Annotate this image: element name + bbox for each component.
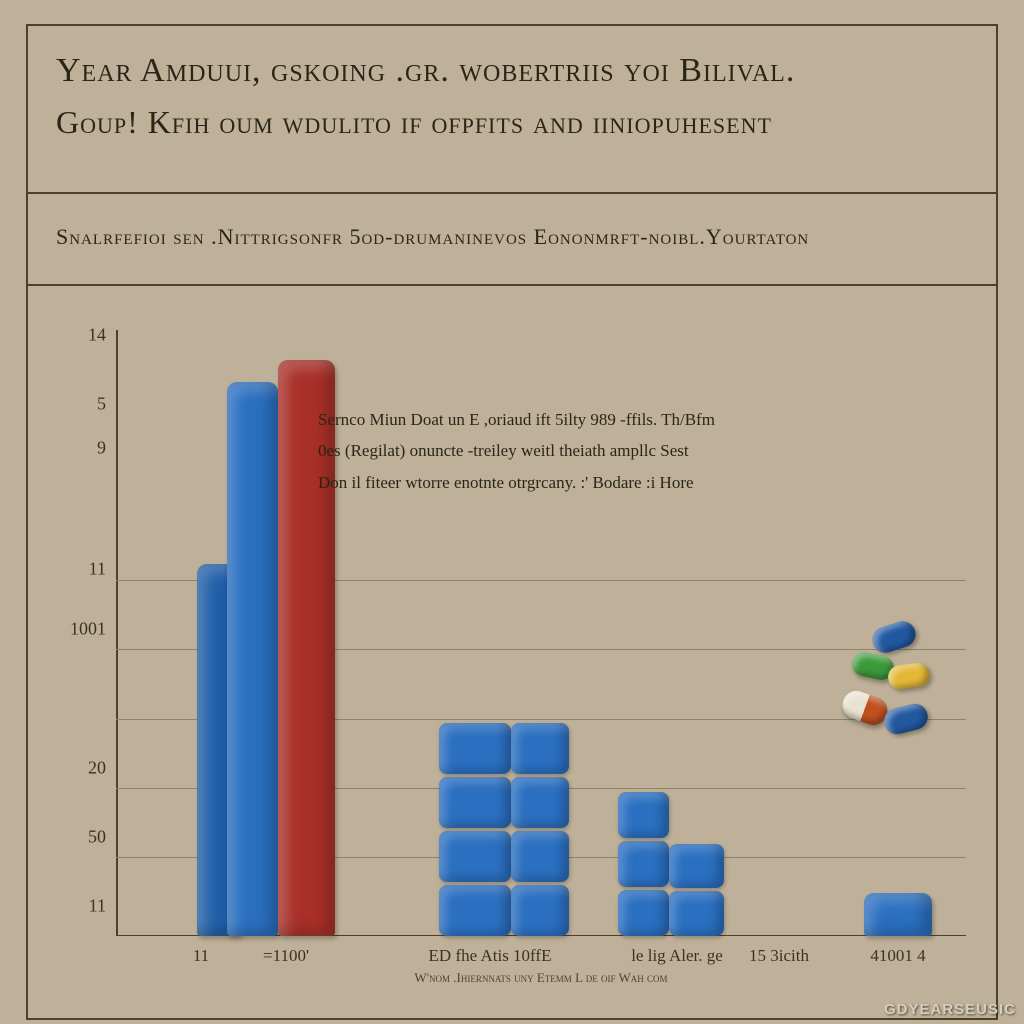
bar-segment [511,885,569,936]
bar-segment [669,844,724,889]
pill-icon [869,618,919,656]
bar-segment [439,831,511,882]
title-block: Year Amduui, gskoing .gr. wobertriis yoi… [28,26,996,194]
title-line-1: Year Amduui, gskoing .gr. wobertriis yoi… [56,52,968,90]
y-tick-label: 11 [36,896,106,917]
y-tick-label: 14 [36,324,106,345]
y-tick-label: 9 [36,437,106,458]
y-tick-label: 1001 [36,619,106,640]
pill-icon [882,701,931,737]
x-tick-label: =1100' [263,946,309,966]
caption-line-3: Don il fiteer wtorre enotnte otrgrcany. … [318,467,828,498]
bar-segment [439,723,511,774]
caption-line-2: 0es (Regilat) onuncte -treiley weitl the… [318,435,828,466]
x-tick-label: 11 [193,946,209,966]
x-axis-sublabel: W'nom .Ihiernnats uny Etemm L de oif Wah… [414,970,667,986]
y-tick-label: 5 [36,394,106,415]
x-tick-label: 41001 4 [870,946,925,966]
watermark: GDYEARSEUSIC [884,1001,1016,1018]
chart-area: 14 5 9 11 1001 20 50 11 11 =1100' ED fhe Atis 10ff… [28,286,996,1018]
pill-cluster [818,624,938,754]
y-tick-label: 50 [36,827,106,848]
x-tick-label: 15 3icith [749,946,809,966]
bar [618,789,669,936]
bar [227,382,278,936]
x-tick-label: ED fhe Atis 10ffE [429,946,552,966]
subtitle-block: Snalrfefioi sen .Nittrigsonfr 5od-druman… [28,194,996,286]
bar-segment [439,777,511,828]
bar [511,720,569,936]
bar [864,893,932,936]
title-line-2: Goup! Kfih oum wdulito if ofpfits and ii… [56,104,968,141]
bar-segment [618,841,669,887]
bar-segment [669,891,724,936]
subtitle-text: Snalrfefioi sen .Nittrigsonfr 5od-druman… [56,224,968,250]
bar-segment [511,831,569,882]
bar-segment [511,777,569,828]
bar [669,841,724,936]
x-tick-label: le lig Aler. ge [631,946,723,966]
chart-caption: Sernco Miun Doat un E ,oriaud ift 5ilty … [318,404,828,498]
bar-segment [439,885,511,936]
bar-segment [618,890,669,936]
y-axis [116,330,118,936]
y-tick-label: 11 [36,558,106,579]
bar-segment [511,723,569,774]
outer-frame: Year Amduui, gskoing .gr. wobertriis yoi… [26,24,998,1020]
caption-line-1: Sernco Miun Doat un E ,oriaud ift 5ilty … [318,404,828,435]
bar [439,720,511,936]
bar-segment [618,792,669,838]
y-tick-label: 20 [36,757,106,778]
